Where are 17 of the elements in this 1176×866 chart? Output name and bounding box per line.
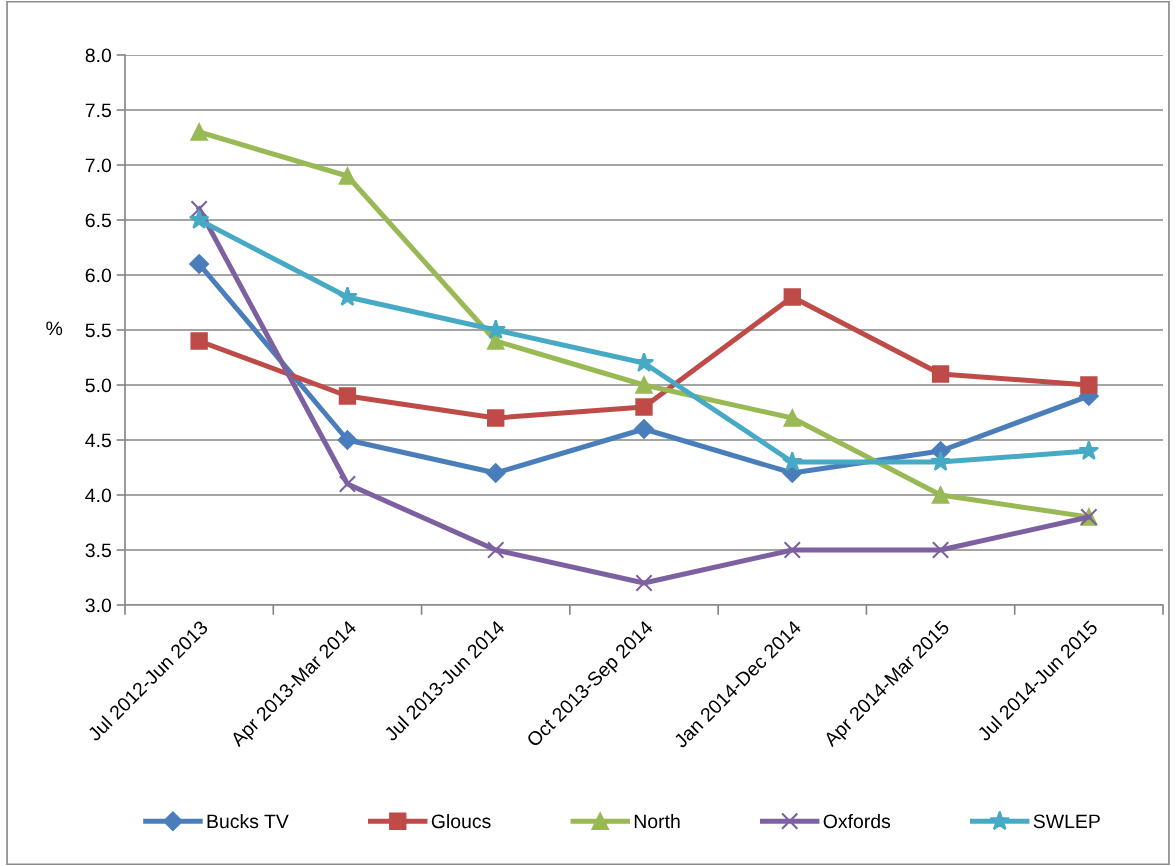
y-tick-label: 7.5 — [85, 103, 111, 118]
y-tick-label: 5.0 — [85, 378, 112, 393]
y-tick-label: 6.0 — [85, 268, 112, 283]
y-axis-title: % — [46, 321, 63, 336]
y-tick-label: 3.5 — [85, 543, 111, 558]
y-tick-label: 7.0 — [85, 158, 112, 173]
y-tick-label: 5.5 — [85, 323, 111, 338]
legend-label: Gloucs — [431, 813, 491, 829]
legend-label: Bucks TV — [207, 813, 289, 829]
y-tick-label: 4.5 — [85, 433, 111, 448]
y-tick-label: 4.0 — [85, 488, 112, 503]
y-tick-label: 8.0 — [85, 48, 112, 63]
y-tick-label: 6.5 — [85, 213, 111, 228]
legend-label: Oxfords — [823, 813, 891, 829]
legend-label: North — [634, 813, 680, 829]
legend-label: SWLEP — [1033, 814, 1100, 829]
y-tick-label: 3.0 — [85, 598, 112, 613]
